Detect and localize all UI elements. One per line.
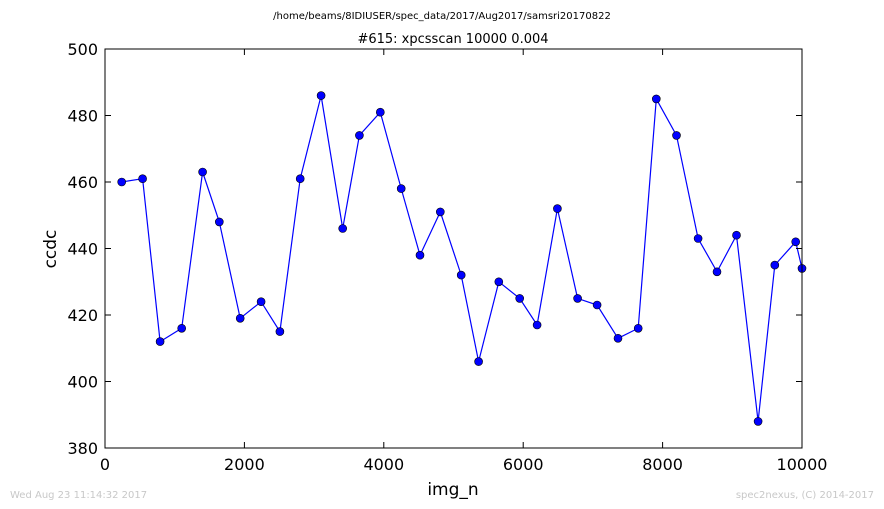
- data-point: [532, 320, 542, 330]
- y-tick-label: 400: [67, 373, 98, 392]
- data-point: [753, 417, 763, 426]
- chart-title: #615: xpcsscan 10000 0.004: [357, 32, 548, 47]
- x-tick-label: 4000: [363, 455, 404, 474]
- data-point: [396, 184, 406, 193]
- y-tick-label: 500: [67, 40, 98, 59]
- data-point: [155, 337, 165, 346]
- data-point: [198, 167, 207, 177]
- ticks-layer: 0 2000 4000 6000 8000 10000 380 400 420 440 460 480…: [67, 40, 827, 474]
- data-point: [474, 357, 483, 366]
- data-point: [573, 294, 582, 303]
- data-point: [215, 217, 224, 227]
- plot-frame: [104, 48, 803, 449]
- data-point: [456, 270, 466, 280]
- data-point: [117, 177, 126, 187]
- data-point: [770, 260, 780, 270]
- data-point: [275, 327, 285, 336]
- data-point: [375, 107, 385, 117]
- data-point: [712, 267, 722, 277]
- data-point: [633, 323, 643, 333]
- x-tick-label: 10000: [777, 455, 828, 474]
- y-tick-label: 420: [67, 306, 98, 325]
- data-point: [592, 300, 602, 310]
- data-point: [613, 333, 623, 343]
- data-point: [316, 91, 326, 100]
- data-point: [515, 294, 525, 303]
- data-point: [553, 204, 562, 213]
- data-point: [732, 230, 741, 240]
- data-point: [138, 174, 147, 183]
- x-tick-label: 2000: [224, 455, 265, 474]
- y-axis-label: ccdc: [41, 230, 61, 269]
- data-point: [295, 174, 305, 183]
- y-tick-label: 480: [67, 107, 98, 126]
- data-point: [791, 237, 801, 247]
- y-tick-label: 440: [67, 240, 98, 259]
- data-point: [672, 131, 681, 140]
- x-tick-label: 6000: [503, 455, 544, 474]
- data-point: [235, 313, 245, 323]
- data-point: [693, 234, 703, 243]
- x-tick-label: 8000: [642, 455, 683, 474]
- series-layer: [117, 91, 807, 426]
- data-point: [651, 94, 661, 104]
- y-tick-label: 380: [67, 439, 98, 458]
- x-axis-label: img_n: [427, 480, 478, 500]
- data-point: [494, 277, 504, 287]
- footer-credit: spec2nexus, (C) 2014-2017: [736, 490, 874, 501]
- data-point: [435, 207, 445, 217]
- series-line: [121, 95, 803, 422]
- y-tick-label: 460: [67, 173, 98, 192]
- data-point: [355, 131, 364, 140]
- footer-timestamp: Wed Aug 23 11:14:32 2017: [10, 490, 147, 501]
- x-tick-label: 0: [100, 455, 110, 474]
- data-point: [338, 224, 348, 233]
- data-point: [256, 297, 266, 307]
- chart-suptitle: /home/beams/8IDIUSER/spec_data/2017/Aug2…: [273, 11, 611, 22]
- data-point: [177, 323, 186, 333]
- data-point: [415, 250, 425, 260]
